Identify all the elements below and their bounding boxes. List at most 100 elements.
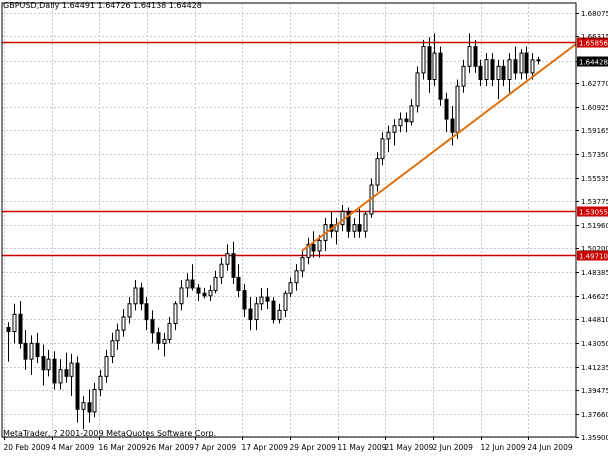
y-tick-label: 1.59165 xyxy=(581,127,608,135)
trend-line xyxy=(301,43,577,252)
y-tick-label: 1.62770 xyxy=(581,80,608,88)
candle-up xyxy=(300,257,305,272)
x-tick-label: 26 Mar 2009 xyxy=(147,443,195,452)
y-axis: 1.68075 1.66315 1.64428 1.62770 1.60925 1.591… xyxy=(576,10,608,442)
y-tick-label: 1.43050 xyxy=(581,340,608,348)
y-tick-label: 1.48385 xyxy=(581,269,608,277)
candle-down xyxy=(35,342,40,358)
candle-down xyxy=(501,65,506,81)
candle-down xyxy=(427,46,432,81)
candle-up xyxy=(519,52,524,74)
candle-down xyxy=(438,52,443,100)
candle-down xyxy=(190,279,195,289)
copyright-text: MetaTrader, ? 2001-2009 MetaQuotes Softw… xyxy=(3,429,217,438)
x-tick-label: 7 Apr 2009 xyxy=(195,443,237,452)
y-tick-label: 1.50200 xyxy=(581,245,608,253)
candle-up xyxy=(507,59,512,81)
candle-up xyxy=(375,158,380,186)
horizontal-line-price-label: 1.65856 xyxy=(579,40,608,48)
x-tick-label: 21 May 2009 xyxy=(385,443,434,452)
candle-up xyxy=(392,125,397,133)
candle-down xyxy=(139,287,144,305)
candle-up xyxy=(421,46,426,74)
candle-down xyxy=(75,362,80,410)
candle-up xyxy=(363,213,368,232)
candle-up xyxy=(380,138,385,160)
plot-frame xyxy=(1,2,577,438)
candle-down xyxy=(450,118,455,133)
candle-down xyxy=(404,118,409,123)
candle-up xyxy=(185,279,190,289)
x-tick-label: 17 Apr 2009 xyxy=(242,443,289,452)
current-price-label-bg xyxy=(577,56,608,67)
candle-up xyxy=(398,118,403,127)
candle-up xyxy=(259,296,264,305)
candle-up xyxy=(340,210,345,226)
y-tick-label: 1.37660 xyxy=(581,411,608,419)
candle-down xyxy=(196,287,201,294)
y-tick-label: 1.57350 xyxy=(581,151,608,159)
candle-up xyxy=(121,316,126,331)
candle-down xyxy=(478,65,483,81)
x-tick-label: 20 Feb 2009 xyxy=(4,443,51,452)
candle-down xyxy=(156,332,161,344)
candle-up xyxy=(288,282,293,294)
x-tick-label: 24 Jun 2009 xyxy=(528,443,573,452)
candle-up xyxy=(415,72,420,107)
candle-up xyxy=(219,263,224,278)
candle-up xyxy=(127,303,132,318)
horizontal-line-price-label-bg xyxy=(577,250,608,261)
y-tick-label: 1.53775 xyxy=(581,198,608,206)
y-tick-label: 1.51960 xyxy=(581,222,608,230)
candle-up xyxy=(110,340,115,358)
candle-up xyxy=(69,362,74,377)
y-tick-label: 1.55535 xyxy=(581,175,608,183)
candle-up xyxy=(386,131,391,140)
candle-up xyxy=(306,243,311,259)
candle-down xyxy=(248,308,253,321)
candle-up xyxy=(98,375,103,391)
candle-down xyxy=(271,300,276,321)
horizontal-line-price-label: 1.53055 xyxy=(579,209,608,217)
candle-down xyxy=(18,313,23,344)
y-tick-label: 1.41235 xyxy=(581,364,608,372)
y-tick-label: 1.46625 xyxy=(581,293,608,301)
candle-up xyxy=(317,239,322,252)
horizontal-line-price-label-bg xyxy=(577,206,608,217)
candle-down xyxy=(6,327,11,332)
candle-down xyxy=(144,303,149,321)
horizontal-line-price-label-bg xyxy=(577,37,608,48)
candle-down xyxy=(513,59,518,74)
candle-up xyxy=(92,389,97,413)
candle-up xyxy=(179,287,184,305)
y-tick-label: 1.44810 xyxy=(581,316,608,324)
candle-down xyxy=(87,402,92,413)
x-tick-label: 4 Mar 2009 xyxy=(52,443,95,452)
candle-up xyxy=(496,65,501,81)
symbol-info: GBPUSD,Daily 1.64491 1.64726 1.64138 1.6… xyxy=(3,1,202,10)
x-tick-label: 12 Jun 2009 xyxy=(481,443,526,452)
candle-up xyxy=(133,287,138,305)
x-tick-label: 16 Mar 2009 xyxy=(99,443,147,452)
candle-up xyxy=(208,290,213,297)
x-tick-label: 2 Jun 2009 xyxy=(433,443,474,452)
candle-up xyxy=(467,46,472,67)
candles xyxy=(6,33,541,430)
candle-up xyxy=(277,309,282,321)
x-tick-label: 11 May 2009 xyxy=(338,443,387,452)
candle-down xyxy=(150,319,155,334)
candle-up xyxy=(254,303,259,321)
candle-down xyxy=(357,224,362,232)
candle-up xyxy=(104,356,109,377)
candle-down xyxy=(236,276,241,292)
candle-up xyxy=(409,105,414,123)
candle-up xyxy=(294,270,299,284)
candle-down xyxy=(444,98,449,120)
candle-up xyxy=(81,402,86,410)
y-tick-label: 1.68075 xyxy=(581,10,608,18)
candle-up xyxy=(461,65,466,87)
candle-down xyxy=(52,358,57,384)
candle-down xyxy=(64,369,69,377)
